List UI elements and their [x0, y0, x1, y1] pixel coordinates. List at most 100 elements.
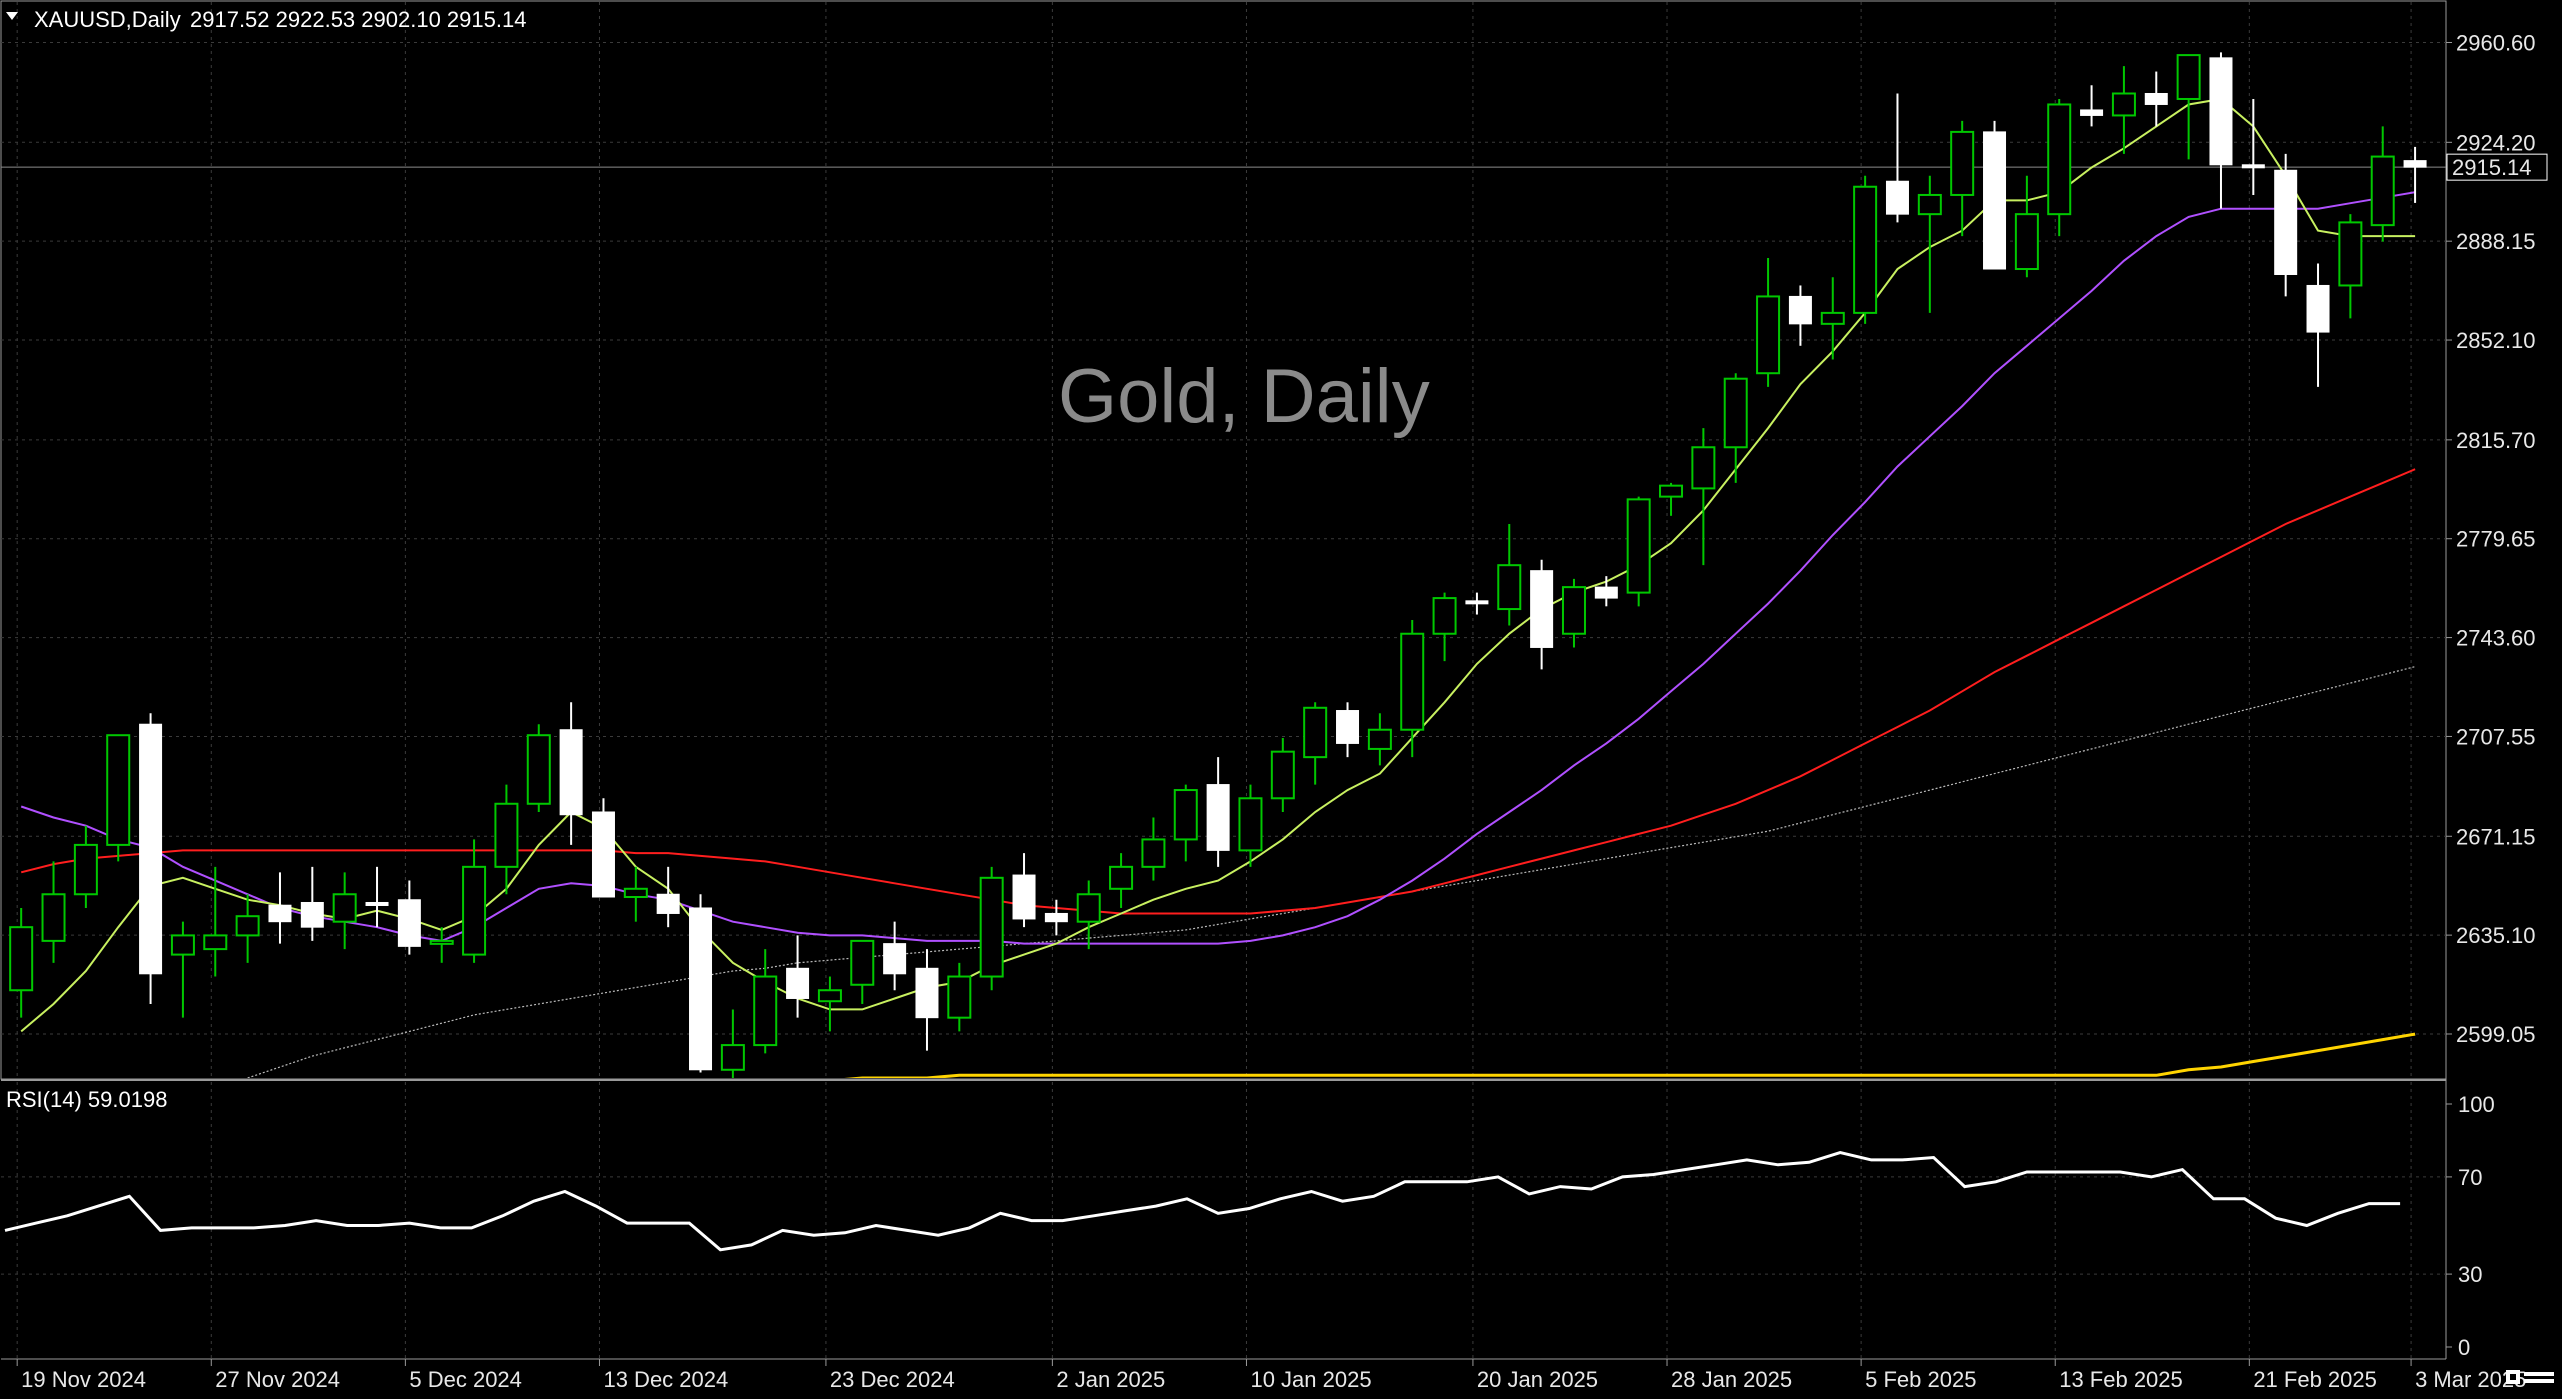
candle-body-bull	[1561, 586, 1586, 635]
candle-body-bear	[786, 967, 810, 999]
candle	[2241, 98, 2265, 195]
candle	[235, 894, 260, 963]
ma-long-line	[245, 666, 2416, 1078]
candle	[2014, 175, 2039, 278]
candle-body-bull	[1723, 377, 1748, 449]
candle	[526, 724, 551, 812]
candle-body-bull	[332, 893, 357, 923]
candle	[623, 866, 648, 922]
candle-body-bear	[689, 907, 713, 1071]
chart-grid	[1, 2, 2446, 1358]
candle-body-bull	[1141, 838, 1166, 868]
candle-body-bull	[2370, 155, 2395, 227]
candle-body-bear	[1983, 131, 2007, 270]
candle-body-bull	[1367, 728, 1392, 750]
chart-header: XAUUSD,Daily 2917.52 2922.53 2902.10 291…	[6, 7, 526, 1112]
candle	[1723, 373, 1748, 483]
candle	[1885, 93, 1909, 223]
candle	[494, 784, 519, 895]
candle-body-bull	[2111, 92, 2136, 117]
candle-body-bull	[1626, 498, 1651, 594]
ma-fast-line	[20, 97, 2416, 1033]
candle	[786, 935, 810, 1018]
rsi-line	[4, 1151, 2401, 1252]
candle	[850, 939, 875, 1004]
candle-body-bear	[1044, 912, 1068, 923]
candle-body-bear	[1336, 710, 1360, 744]
date-tick-label: 10 Jan 2025	[1250, 1367, 1371, 1392]
candle-body-bull	[1432, 597, 1457, 635]
candle	[2403, 146, 2427, 203]
candle-body-bull	[850, 939, 875, 986]
candle-body-bear	[268, 904, 292, 923]
price-tick-label: 2815.70	[2456, 428, 2536, 453]
rsi-tick-label: 0	[2458, 1335, 2470, 1360]
candle	[1238, 784, 1263, 867]
rsi-axis: 100 70 30 0	[2446, 1092, 2495, 1360]
candle-body-bull	[1076, 893, 1101, 923]
candle-body-bear	[656, 893, 680, 914]
date-tick-label: 2 Jan 2025	[1056, 1367, 1165, 1392]
candle-body-bear	[139, 723, 163, 975]
candle-body-bull	[623, 887, 648, 899]
moving-averages	[20, 97, 2416, 1078]
candle	[2111, 66, 2136, 154]
candle-body-bull	[1917, 193, 1942, 216]
candle	[720, 1009, 745, 1078]
price-axis[interactable]: 2960.60 2924.20 2888.15 2852.10 2815.70 2779.…	[2446, 30, 2536, 1047]
candles	[9, 52, 2427, 1078]
candle	[9, 907, 34, 1018]
candle	[1076, 880, 1101, 950]
candle-body-bull	[720, 1044, 745, 1071]
candle-body-bull	[817, 989, 842, 1003]
candle-body-bull	[1497, 564, 1522, 611]
candle-body-bear	[1012, 874, 1036, 920]
candle-body-bull	[2047, 103, 2072, 216]
candle-body-bull	[1756, 295, 1781, 375]
dropdown-triangle-icon[interactable]	[6, 12, 18, 20]
candle-body-bull	[106, 734, 131, 846]
rsi-tick-label: 30	[2458, 1262, 2482, 1287]
date-tick-label: 19 Nov 2024	[21, 1367, 146, 1392]
candle	[1432, 592, 1457, 662]
candle	[332, 872, 357, 950]
candle	[1950, 120, 1975, 237]
candle	[1044, 899, 1068, 936]
candle	[1659, 482, 1684, 516]
candle	[947, 962, 972, 1032]
candle-body-bull	[73, 843, 98, 896]
candle-body-bull	[1109, 865, 1134, 890]
candle	[915, 949, 939, 1051]
current-price-tag: 2915.14	[2446, 153, 2548, 181]
candle-body-bear	[559, 729, 583, 816]
candle-body-bear	[915, 967, 939, 1019]
candle-body-bull	[1659, 484, 1684, 498]
candle	[268, 872, 292, 944]
candle-body-bear	[2144, 92, 2168, 105]
date-tick-label: 23 Dec 2024	[830, 1367, 955, 1392]
candle-body-bull	[2338, 221, 2363, 287]
ma-slow-line	[20, 468, 2416, 915]
candle-body-bull	[170, 934, 195, 956]
candle	[1206, 757, 1230, 867]
date-tick-label: 20 Jan 2025	[1477, 1367, 1598, 1392]
candle-body-bull	[1820, 311, 1845, 325]
candle	[1594, 576, 1618, 607]
date-axis[interactable]: 19 Nov 2024 27 Nov 2024 5 Dec 2024 13 Dec 2…	[16, 1359, 2526, 1392]
rsi-panel	[4, 1151, 2401, 1252]
candle-body-bull	[1950, 130, 1975, 196]
candle	[365, 866, 389, 928]
date-tick-label: 5 Dec 2024	[409, 1367, 522, 1392]
candle	[1756, 258, 1781, 387]
candle-body-bull	[1400, 632, 1425, 731]
candle	[1303, 702, 1328, 785]
candle	[300, 866, 324, 941]
date-tick-label: 13 Dec 2024	[603, 1367, 728, 1392]
candle	[139, 713, 163, 1004]
chart-frame	[0, 0, 2447, 1360]
candle-body-bear	[1885, 180, 1909, 215]
candle	[753, 949, 778, 1054]
price-tick-label: 2707.55	[2456, 724, 2536, 749]
price-tick-label: 2779.65	[2456, 527, 2536, 552]
